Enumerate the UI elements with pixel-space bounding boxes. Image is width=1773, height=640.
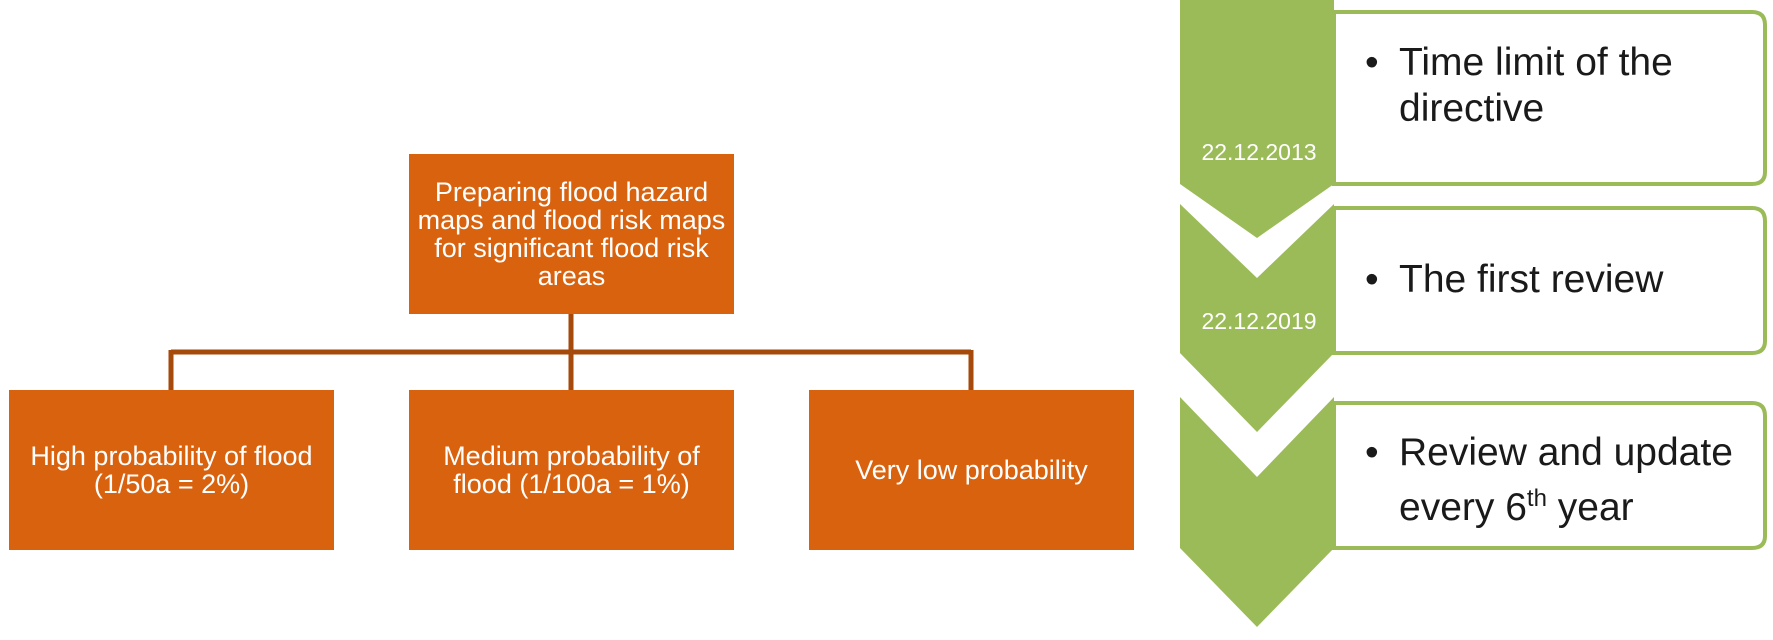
timeline-box-0 [1332, 10, 1767, 186]
child-node-very-low: Very low probability [809, 390, 1134, 550]
root-node: Preparing flood hazard maps and flood ri… [409, 154, 734, 314]
connector-lines [168, 314, 974, 390]
timeline-step-text: Time limit of the directive [1399, 41, 1673, 130]
bullet-icon: • [1365, 431, 1379, 474]
timeline-step-0: • Time limit of the directive [1365, 40, 1760, 132]
child-node-label: Very low probability [855, 455, 1088, 485]
timeline-box-1 [1332, 206, 1767, 355]
timeline-step-text-after: year [1546, 486, 1634, 529]
root-node-label: Preparing flood hazard maps and flood ri… [417, 177, 726, 291]
timeline-step-1: • The first review [1365, 257, 1760, 303]
timeline-chevron-2 [1180, 397, 1334, 627]
timeline-step-text-before: Review and update every 6 [1399, 431, 1733, 529]
timeline-chevron-1 [1180, 204, 1334, 432]
child-node-label: Medium probability of flood (1/100a = 1%… [443, 441, 700, 499]
bullet-icon: • [1365, 258, 1379, 301]
timeline-date-1: 22.12.2019 [1201, 308, 1317, 334]
child-node-medium: Medium probability of flood (1/100a = 1%… [409, 390, 734, 550]
child-node-high: High probability of flood (1/50a = 2%) [9, 390, 334, 550]
timeline-box-2 [1332, 401, 1767, 550]
bullet-icon: • [1365, 41, 1379, 84]
timeline-step-2: • Review and update every 6th year [1365, 430, 1760, 531]
timeline-step-text: Review and update every 6th year [1399, 430, 1760, 531]
timeline-step-text: The first review [1399, 258, 1664, 301]
ordinal-superscript: th [1526, 485, 1547, 512]
timeline-chevron-0 [1180, 0, 1334, 238]
timeline-date-0: 22.12.2013 [1201, 139, 1317, 165]
child-node-label: High probability of flood (1/50a = 2%) [30, 441, 313, 499]
